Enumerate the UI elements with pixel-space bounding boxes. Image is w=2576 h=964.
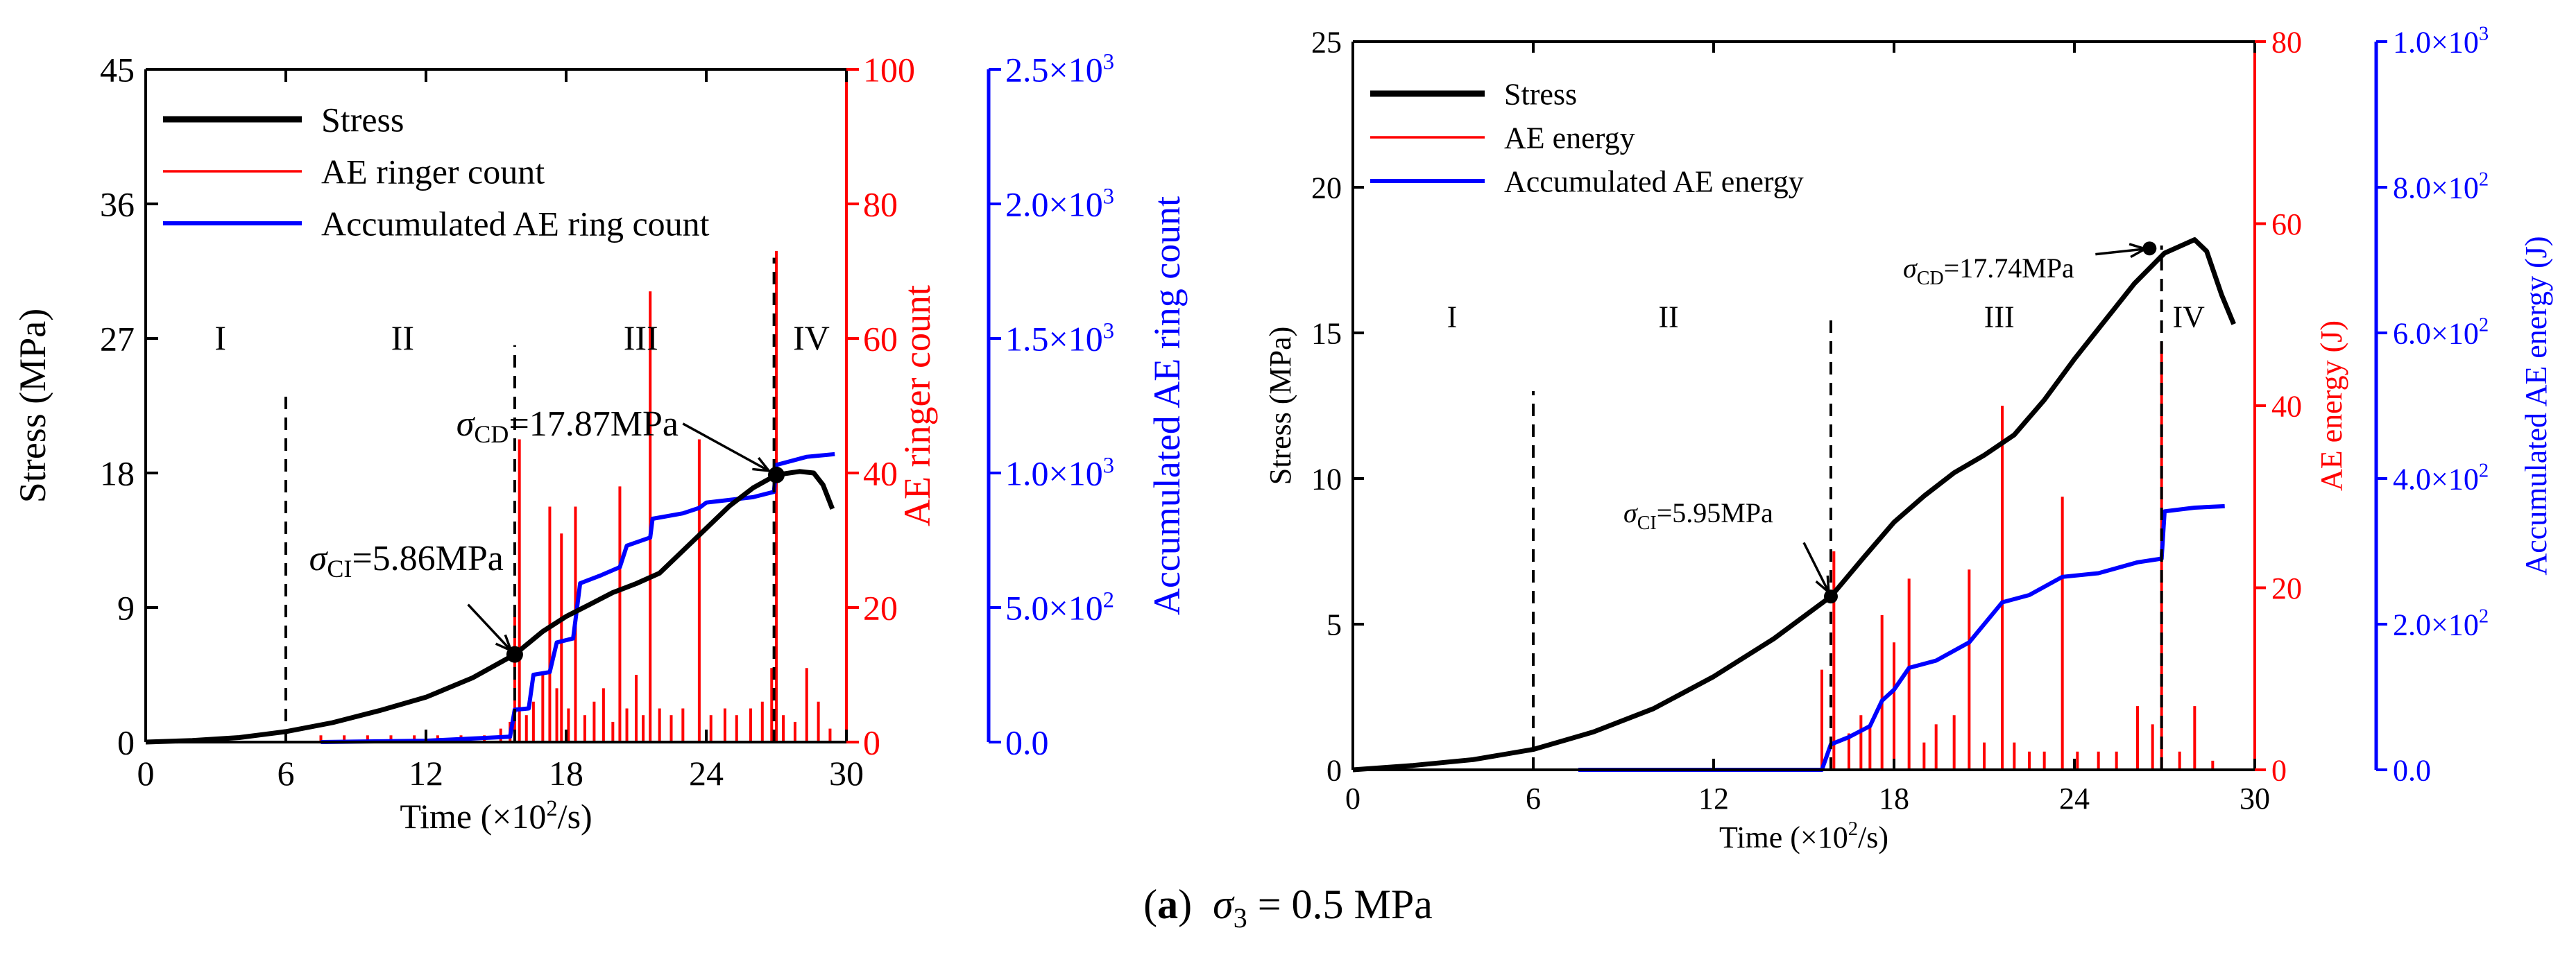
y-right2-tick-label: 2.0×102	[2393, 605, 2489, 642]
y-right2-tick-label: 1.0×103	[1005, 454, 1114, 493]
y-left-tick-label: 36	[100, 185, 135, 224]
series-accumulated-line	[1578, 503, 2225, 772]
x-tick-label: 12	[1698, 782, 1729, 816]
y-right1-tick-label: 40	[863, 454, 898, 493]
y-right1-tick-label: 100	[863, 51, 915, 89]
y-right1-tick-label: 60	[2271, 207, 2302, 241]
y-left-tick-label: 0	[117, 723, 135, 762]
legend-label: Stress	[321, 101, 404, 139]
stage-label: I	[1447, 300, 1458, 334]
x-tick-label: 18	[549, 754, 583, 793]
legend-label: Accumulated AE ring count	[321, 205, 710, 243]
y-right1-tick-label: 40	[2271, 389, 2302, 423]
y-right2-tick-label: 6.0×102	[2393, 314, 2489, 350]
y-right1-axis-label: AE energy (J)	[2314, 320, 2348, 491]
stage-label: II	[1658, 300, 1678, 334]
annotation-arrow	[467, 603, 512, 652]
y-left-tick-label: 18	[100, 454, 135, 493]
y-right1-axis-label: AE ringer count	[896, 285, 938, 526]
y-left-tick-label: 15	[1311, 316, 1342, 350]
annotation-point	[2142, 241, 2157, 256]
y-left-tick-label: 10	[1311, 462, 1342, 496]
legend-label: AE energy	[1504, 121, 1635, 155]
x-tick-label: 6	[1526, 782, 1541, 816]
annotation-point	[768, 466, 785, 483]
caption-subscript: 3	[1233, 902, 1247, 933]
y-right2-tick-label: 0.0	[1005, 723, 1049, 762]
y-right2-tick-label: 0.0	[2393, 753, 2431, 787]
caption-value: = 0.5 MPa	[1247, 881, 1433, 927]
annotation-arrowhead	[2129, 243, 2149, 259]
y-left-axis-label: Stress (MPa)	[1263, 327, 1297, 485]
x-tick-label: 30	[2240, 782, 2270, 816]
y-left-tick-label: 27	[100, 320, 135, 359]
y-right1-tick-label: 20	[2271, 571, 2302, 605]
series-accumulated-line	[321, 451, 835, 744]
stage-label: IV	[793, 318, 830, 357]
figure-caption: (a) σ3 = 0.5 MPa	[0, 881, 2576, 934]
annotation-arrow	[2095, 248, 2146, 256]
y-right2-tick-label: 5.0×102	[1005, 588, 1114, 628]
y-right2-axis-label: Accumulated AE ring count	[1146, 196, 1188, 615]
y-right2-tick-label: 1.0×103	[2393, 23, 2489, 59]
y-right2-tick-label: 2.0×103	[1005, 184, 1114, 224]
y-left-tick-label: 45	[100, 51, 135, 89]
x-tick-label: 24	[2059, 782, 2090, 816]
y-right2-tick-label: 2.5×103	[1005, 50, 1114, 89]
x-axis-label: Time (×102/s)	[1719, 818, 1888, 854]
stage-label: II	[391, 318, 414, 357]
stage-label: III	[624, 318, 658, 357]
series-stress-line	[1352, 237, 2236, 773]
y-right1-tick-label: 0	[863, 723, 880, 762]
annotation-label: σCD=17.74MPa	[1903, 252, 2074, 289]
y-right2-axis-label: Accumulated AE energy (J)	[2519, 236, 2553, 575]
y-right2-tick-label: 8.0×102	[2393, 169, 2489, 205]
y-right1-tick-label: 0	[2271, 753, 2287, 787]
caption-symbol: σ	[1213, 881, 1234, 927]
y-right2-tick-label: 4.0×102	[2393, 460, 2489, 496]
y-right2-tick-label: 1.5×103	[1005, 319, 1114, 359]
annotation-arrow	[682, 422, 770, 472]
y-right1-tick-label: 60	[863, 320, 898, 359]
caption-close: )	[1178, 881, 1193, 927]
annotation-label: σCI=5.95MPa	[1623, 497, 1773, 534]
y-left-tick-label: 20	[1311, 171, 1342, 205]
annotation-arrow	[1802, 542, 1830, 593]
x-tick-label: 0	[137, 754, 155, 793]
stage-label: I	[214, 318, 226, 357]
annotation-arrowhead	[495, 634, 513, 653]
y-left-tick-label: 25	[1311, 25, 1342, 59]
y-left-axis-label: Stress (MPa)	[12, 309, 53, 503]
y-left-tick-label: 5	[1327, 608, 1342, 642]
annotation-label: σCD=17.87MPa	[457, 404, 679, 448]
x-tick-label: 0	[1345, 782, 1360, 816]
y-right1-tick-label: 80	[863, 185, 898, 224]
annotation-arrowhead	[752, 456, 772, 473]
y-left-tick-label: 9	[117, 589, 135, 628]
x-axis-label: Time (×102/s)	[400, 796, 592, 836]
y-left-tick-label: 0	[1327, 753, 1342, 787]
legend-label: Accumulated AE energy	[1504, 164, 1804, 198]
legend-label: AE ringer count	[321, 153, 545, 191]
stage-label: IV	[2172, 300, 2205, 334]
y-right1-tick-label: 20	[863, 589, 898, 628]
annotation-arrowhead	[1815, 575, 1830, 595]
x-tick-label: 24	[689, 754, 724, 793]
series-stress-line	[145, 469, 835, 745]
x-tick-label: 30	[829, 754, 864, 793]
caption-label: a	[1157, 881, 1179, 927]
legend-label: Stress	[1504, 77, 1577, 111]
y-right1-tick-label: 80	[2271, 25, 2302, 59]
x-tick-label: 12	[409, 754, 443, 793]
stage-label: III	[1984, 300, 2015, 334]
x-tick-label: 6	[278, 754, 295, 793]
x-tick-label: 18	[1879, 782, 1909, 816]
annotation-point	[1824, 589, 1838, 604]
caption-open: (	[1143, 881, 1158, 927]
annotation-label: σCI=5.86MPa	[309, 539, 504, 583]
